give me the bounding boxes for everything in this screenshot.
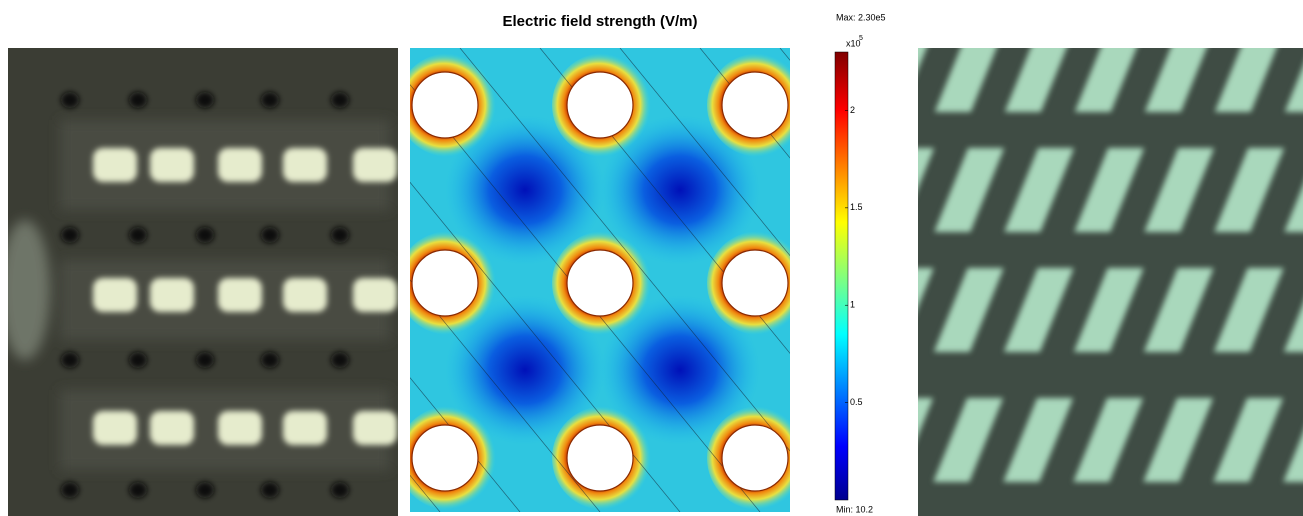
electrode — [722, 425, 788, 491]
electrode — [722, 72, 788, 138]
bright-spot — [353, 148, 397, 182]
bright-spot — [218, 148, 262, 182]
hole — [61, 227, 79, 243]
bright-spot — [150, 411, 194, 445]
bright-spot — [353, 278, 397, 312]
bright-spot — [283, 278, 327, 312]
electrode — [567, 425, 633, 491]
right-micrograph — [863, 28, 1303, 516]
bright-spot — [150, 148, 194, 182]
hole — [331, 352, 349, 368]
hole — [261, 92, 279, 108]
min-label: Min: 10.2 — [836, 504, 873, 514]
bright-spot — [93, 278, 137, 312]
hole — [331, 227, 349, 243]
electrode — [412, 425, 478, 491]
bright-spot — [150, 278, 194, 312]
hole — [261, 352, 279, 368]
colorbar-tick-label: 1 — [850, 300, 855, 310]
hole — [61, 482, 79, 498]
electrode — [722, 250, 788, 316]
figure: Electric field strength (V/m) Max: 2.30e… — [0, 0, 1303, 516]
hole — [331, 92, 349, 108]
electrode — [567, 250, 633, 316]
hole — [129, 227, 147, 243]
bright-spot — [283, 411, 327, 445]
bright-spot — [283, 148, 327, 182]
hole — [196, 352, 214, 368]
hole — [196, 92, 214, 108]
hole — [61, 92, 79, 108]
colorbar-tick-label: 2 — [850, 105, 855, 115]
bright-spot — [218, 278, 262, 312]
colorbar-tick-label: 1.5 — [850, 202, 863, 212]
hole — [196, 227, 214, 243]
electrode — [412, 250, 478, 316]
colorbar-exponent: 5 — [859, 35, 863, 42]
bright-spot — [218, 411, 262, 445]
left-micrograph — [0, 48, 398, 516]
bright-spot — [353, 411, 397, 445]
hole — [61, 352, 79, 368]
hole — [129, 482, 147, 498]
bright-spot — [93, 148, 137, 182]
hole — [261, 227, 279, 243]
hole — [331, 482, 349, 498]
colorbar-tick-label: 0.5 — [850, 397, 863, 407]
hole — [129, 352, 147, 368]
hole — [261, 482, 279, 498]
electrode — [412, 72, 478, 138]
colorbar — [835, 52, 848, 500]
bright-spot — [93, 411, 137, 445]
hole — [196, 482, 214, 498]
chart-title: Electric field strength (V/m) — [502, 13, 697, 30]
electrode — [567, 72, 633, 138]
max-label: Max: 2.30e5 — [836, 12, 886, 22]
hole — [129, 92, 147, 108]
